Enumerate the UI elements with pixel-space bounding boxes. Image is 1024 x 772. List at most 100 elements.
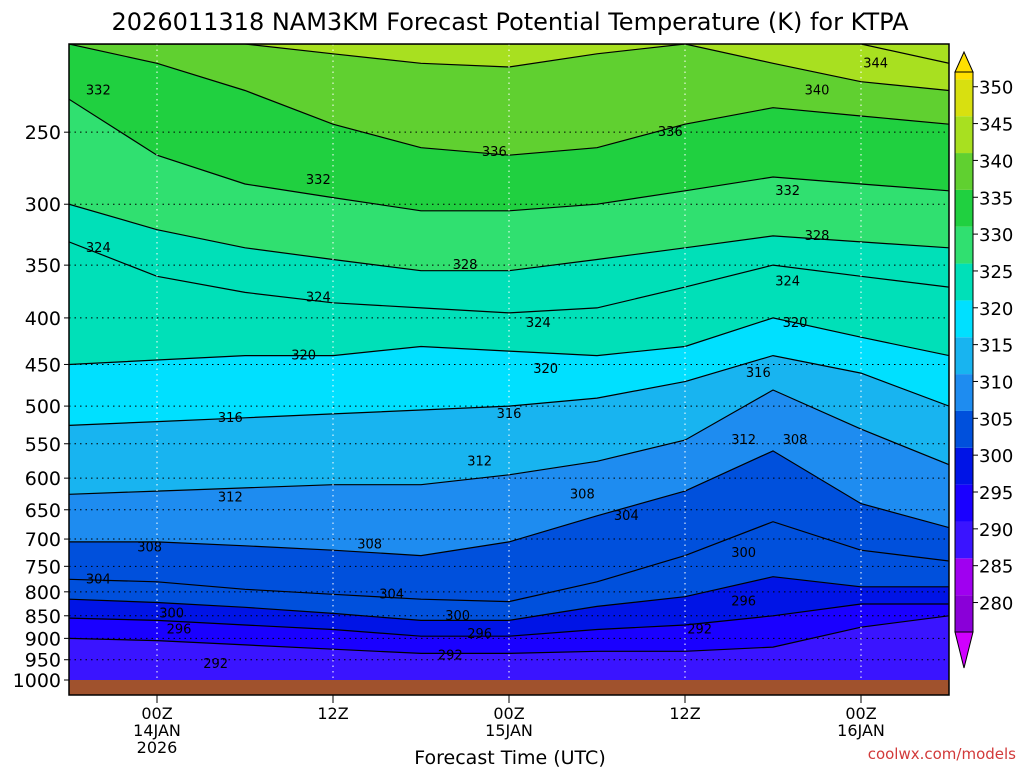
colorbar-label: 290 [979,520,1013,541]
y-tick-label: 650 [25,500,61,522]
colorbar-swatch [955,189,973,227]
y-tick-label: 400 [25,308,61,330]
contour-line-296 [69,603,949,637]
contour-label: 292 [687,622,712,637]
colorbar-label: 340 [979,151,1013,172]
contour-line-300 [69,576,949,621]
colorbar-swatch [955,410,973,448]
colorbar-label: 300 [979,446,1013,467]
x-tick-label: 14JAN [133,721,181,740]
y-tick-label: 450 [25,354,61,376]
fill-band [69,44,949,91]
contour-label: 320 [291,349,316,364]
contour-label: 324 [526,316,551,331]
contour-label: 296 [731,595,756,610]
colorbar-swatch [955,595,973,632]
y-tick-label: 900 [25,628,61,650]
colorbar-swatch [955,521,973,559]
contour-label: 312 [218,490,243,505]
contour-label: 308 [137,540,162,555]
colorbar-swatch [955,484,973,522]
colorbar-label: 330 [979,225,1013,246]
colorbar-swatch [955,153,973,190]
x-tick-label: 15JAN [485,721,533,740]
colorbar-swatch [955,447,973,485]
contour-label: 320 [783,316,808,331]
contour-label: 332 [775,184,800,199]
y-tick-label: 700 [25,529,61,551]
contour-label: 300 [159,606,184,621]
y-tick-label: 500 [25,396,61,418]
y-tick-label: 750 [25,556,61,578]
colorbar-label: 325 [979,262,1013,283]
colorbar-frame [954,71,974,633]
contour-label: 332 [306,173,331,188]
colorbar-top-arrow [954,50,974,73]
contour-label: 316 [746,366,771,381]
contour-label: 336 [482,145,507,160]
contour-label: 296 [467,627,492,642]
colorbar-label: 335 [979,188,1013,209]
contour-line-320 [69,317,949,366]
x-tick-label: 2026 [137,738,178,757]
contour-label: 308 [357,538,382,553]
colorbar-swatch [955,300,973,338]
contour-label: 332 [86,84,111,99]
y-tick-label: 550 [25,434,61,456]
y-tick-label: 800 [25,582,61,604]
contour-line-324 [69,241,949,314]
colorbar-label: 280 [979,594,1013,615]
pressure-axis: 2503003504004505005506006507007508008509… [13,122,69,692]
contour-label: 336 [658,125,683,140]
contour-label: 300 [731,546,756,561]
colorbar-label: 315 [979,336,1013,357]
contour-line-332 [69,98,949,212]
contour-label: 304 [86,572,111,587]
contour-line-304 [69,521,949,603]
colorbar-label: 285 [979,557,1013,578]
y-tick-label: 300 [25,194,61,216]
contour-label: 324 [306,291,331,306]
chart-title: 2026011318 NAM3KM Forecast Potential Tem… [112,8,910,36]
y-tick-label: 600 [25,468,61,490]
colorbar-swatch [955,79,973,117]
colorbar-label: 305 [979,409,1013,430]
colorbar-swatch [955,116,973,154]
contour-label: 320 [533,362,558,377]
contour-label: 312 [467,454,492,469]
temperature-fill-bands [69,44,949,680]
x-tick-label: 00Z [845,704,876,723]
colorbar-swatch [955,374,973,411]
contour-label: 340 [805,84,830,99]
colorbar-label: 345 [979,115,1013,136]
contour-label: 328 [805,229,830,244]
x-tick-label: 00Z [493,704,524,723]
colorbar: 280 285 290 295 300 305 310 315 320 325 330 335 340 3… [954,50,1013,669]
contour-label: 300 [445,609,470,624]
colorbar-label: 320 [979,299,1013,320]
y-tick-label: 350 [25,255,61,277]
colorbar-label: 310 [979,372,1013,393]
colorbar-swatch [955,337,973,375]
y-tick-label: 1000 [13,670,61,692]
colorbar-swatch [955,263,973,301]
contour-label: 308 [783,433,808,448]
contour-label: 312 [731,433,756,448]
contour-label: 324 [775,275,800,290]
contour-label: 316 [497,407,522,422]
contour-line-312 [69,389,949,495]
x-tick-label: 12Z [669,704,700,723]
colorbar-bottom-arrow [954,631,974,669]
ground-surface [69,680,949,695]
contour-label: 344 [863,56,888,71]
contour-label: 304 [614,509,639,524]
contour-label: 292 [203,657,228,672]
colorbar-swatch [955,226,973,264]
contour-label: 304 [379,587,404,602]
contour-line-308 [69,450,949,557]
x-axis-label: Forecast Time (UTC) [414,747,605,768]
